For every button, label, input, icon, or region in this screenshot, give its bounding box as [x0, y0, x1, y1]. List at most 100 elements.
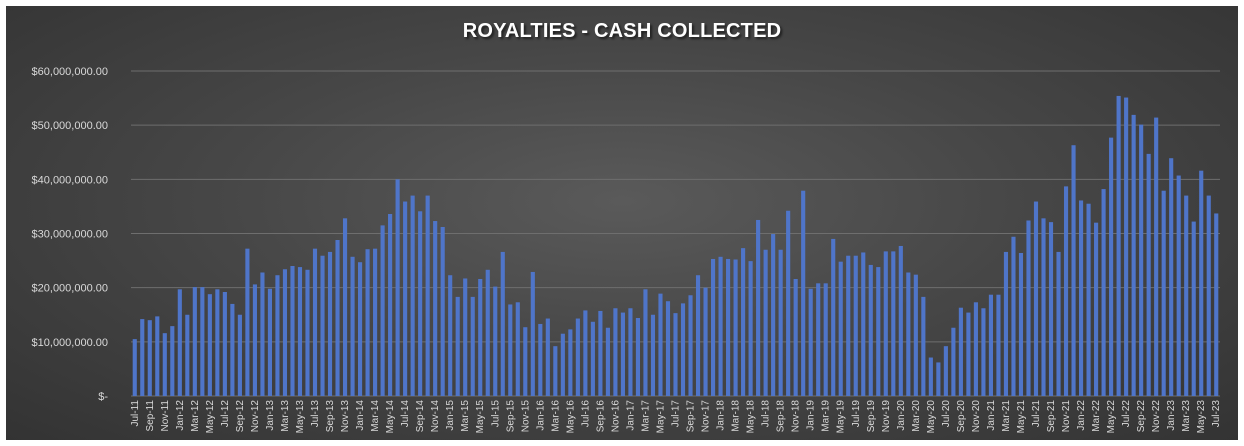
bar — [1094, 222, 1099, 396]
bar — [1003, 251, 1009, 396]
bar — [1011, 236, 1016, 396]
bar — [1086, 203, 1091, 396]
bar — [440, 227, 445, 396]
x-tick-label: Nov-19 — [881, 400, 892, 433]
bar — [928, 357, 933, 396]
bar — [177, 289, 182, 396]
bar — [650, 314, 656, 396]
x-tick-label: Mar-16 — [550, 400, 561, 432]
bar — [1033, 201, 1039, 396]
bar — [1154, 117, 1159, 396]
bar — [703, 287, 708, 396]
bar — [192, 287, 197, 397]
bar — [876, 267, 881, 396]
bar-chart: $- $10,000,000.00 $20,000,000.00 $30,000,00… — [32, 66, 1223, 434]
x-tick-label: Sep-20 — [956, 400, 967, 433]
x-tick-label: May-15 — [475, 400, 486, 434]
x-tick-label: Jul-22 — [1121, 400, 1132, 428]
x-tick-label: May-21 — [1016, 400, 1027, 434]
bar — [613, 308, 618, 396]
x-tick-label: Nov-14 — [430, 400, 441, 433]
bar — [943, 346, 948, 396]
bar — [222, 292, 227, 396]
bar — [688, 295, 693, 396]
bar — [741, 248, 746, 397]
bar — [590, 321, 595, 396]
bar — [695, 275, 701, 396]
bar — [726, 258, 731, 396]
bar — [1048, 222, 1054, 397]
bar — [410, 195, 415, 396]
bar — [598, 310, 603, 396]
bar — [988, 294, 993, 396]
bar — [245, 248, 250, 396]
x-tick-label: Jul-13 — [310, 400, 321, 428]
x-tick-label: Nov-13 — [340, 400, 351, 433]
bar — [898, 245, 903, 396]
x-tick-label: Nov-16 — [610, 400, 621, 433]
bar — [230, 303, 235, 396]
bar — [575, 318, 580, 396]
bar — [838, 261, 843, 396]
chart-title: ROYALTIES - CASH COLLECTED — [462, 20, 782, 42]
bar — [1199, 170, 1204, 396]
y-tick-label: $10,000,000.00 — [32, 337, 108, 349]
bar — [395, 179, 400, 396]
bar — [305, 269, 310, 396]
bar — [1041, 218, 1046, 396]
bar — [816, 283, 821, 396]
bar — [140, 319, 145, 396]
x-tick-label: May-13 — [295, 400, 306, 434]
x-tick-label: May-18 — [746, 400, 757, 434]
bar — [282, 269, 288, 396]
y-tick-label: $60,000,000.00 — [32, 66, 108, 78]
bar — [1169, 158, 1174, 396]
y-tick-label: $30,000,000.00 — [32, 229, 108, 241]
bar — [778, 249, 783, 396]
bar — [523, 327, 528, 396]
bar — [132, 339, 137, 397]
x-tick-label: Jul-20 — [941, 400, 952, 428]
x-tick-label: May-20 — [926, 400, 937, 434]
bar — [605, 327, 610, 396]
bar — [515, 302, 520, 396]
bar — [853, 255, 858, 396]
bar — [530, 271, 535, 396]
bar — [996, 294, 1001, 396]
bar — [170, 326, 175, 397]
x-tick-label: Nov-18 — [791, 400, 802, 433]
bars — [132, 95, 1219, 397]
x-tick-label: Mar-13 — [280, 400, 291, 432]
bar — [350, 256, 355, 396]
x-tick-label: Nov-11 — [160, 400, 171, 432]
bar — [455, 296, 460, 397]
bar — [951, 327, 956, 396]
x-tick-label: Sep-12 — [235, 400, 246, 433]
x-tick-label: Sep-19 — [866, 400, 877, 433]
x-tick-label: Nov-12 — [250, 400, 261, 433]
x-tick-label: Nov-15 — [520, 400, 531, 433]
x-tick-label: Jul-23 — [1211, 400, 1222, 428]
x-tick-label: Mar-19 — [821, 400, 832, 432]
bar — [448, 275, 453, 396]
bar — [162, 333, 167, 396]
bar — [508, 304, 513, 396]
bar — [718, 256, 723, 396]
x-tick-label: Jul-11 — [130, 400, 141, 427]
bar — [883, 251, 888, 397]
bar — [680, 303, 686, 397]
bar — [771, 234, 776, 396]
x-tick-label: Jan-19 — [806, 400, 817, 431]
x-tick-label: Mar-15 — [460, 400, 471, 432]
x-tick-label: Jan-13 — [265, 400, 276, 431]
bar — [763, 249, 768, 396]
bar — [553, 346, 558, 396]
bar — [966, 312, 971, 396]
bar — [665, 301, 671, 396]
bar — [1146, 153, 1151, 397]
x-tick-label: May-23 — [1196, 400, 1207, 434]
bar — [1056, 251, 1061, 396]
x-tick-label: Sep-13 — [325, 400, 336, 433]
bar — [388, 214, 393, 396]
x-axis-ticks: Jul-11 Sep-11 Nov-11 Jan-12 Mar-12 May-12 Jul-… — [130, 400, 1222, 434]
